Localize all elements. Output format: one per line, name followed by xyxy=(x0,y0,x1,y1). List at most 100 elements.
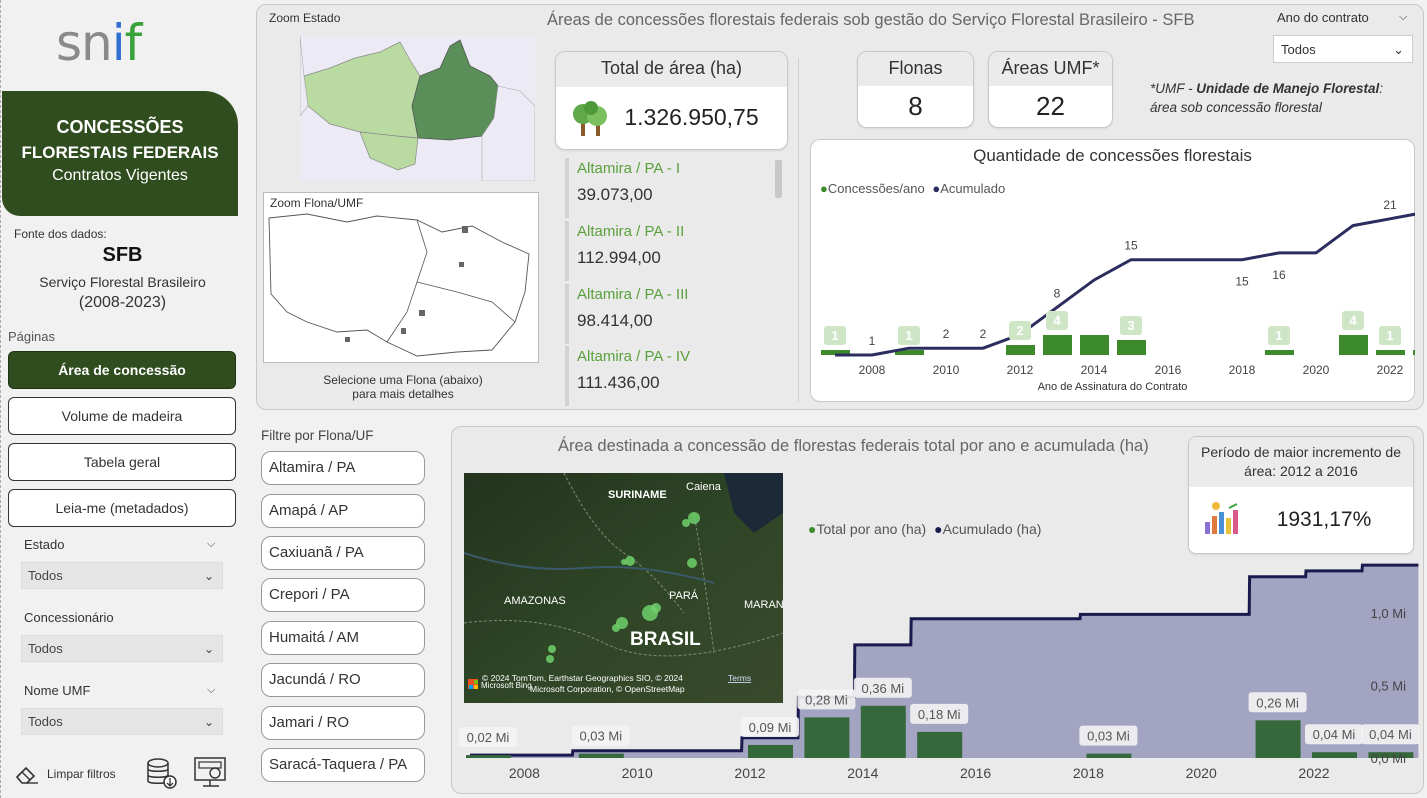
line-data-label: 1 xyxy=(869,334,876,348)
report-title-line2: FLORESTAIS FEDERAIS xyxy=(21,143,219,162)
zoom-flona-label: Zoom Flona/UMF xyxy=(270,196,364,210)
report-subtitle: Contratos Vigentes xyxy=(52,167,188,184)
x-tick-label: 2020 xyxy=(1186,765,1217,781)
line-data-label: 2 xyxy=(943,327,950,341)
growth-chart-icon xyxy=(1203,500,1241,540)
filter-umf-dropdown[interactable]: Todos ⌄ xyxy=(21,708,223,735)
bar-label-bg xyxy=(1046,311,1068,330)
clear-filters-button[interactable]: Limpar filtros xyxy=(47,767,116,781)
x-tick-label: 2018 xyxy=(1073,765,1104,781)
map-attribution-1: © 2024 TomTom, Earthstar Geographics SIO… xyxy=(482,673,683,683)
increment-label: Período de maior incremento de área: 201… xyxy=(1189,437,1413,487)
value-data-label: 0,02 Mi xyxy=(467,730,510,745)
annual-area-bar xyxy=(1312,752,1357,758)
x-tick-label: 2012 xyxy=(1007,363,1034,377)
flona-map[interactable] xyxy=(267,212,535,364)
flona-filter-saraca[interactable]: Saracá-Taquera / PA xyxy=(261,748,425,782)
concessions-bar xyxy=(1080,335,1109,355)
flonas-card: Flonas 8 xyxy=(857,51,974,128)
bar-label-bg xyxy=(898,326,920,345)
map-attribution-2: Microsoft Corporation, © OpenStreetMap xyxy=(530,684,685,694)
value-label-bg xyxy=(910,703,969,724)
concessions-legend: ●Concessões/ano ●Acumulado xyxy=(820,181,1006,196)
value-data-label: 0,04 Mi xyxy=(1369,727,1412,742)
flona-filter-crepori[interactable]: Crepori / PA xyxy=(261,578,425,612)
list-item[interactable]: Altamira / PA - IV 111.436,00 xyxy=(565,346,785,406)
chevron-down-icon[interactable]: ⌵ xyxy=(1399,10,1408,23)
list-scrollbar[interactable] xyxy=(775,160,782,198)
chevron-down-icon[interactable]: ⌵ xyxy=(207,683,216,696)
database-download-icon[interactable] xyxy=(145,756,179,794)
filter-umf-label: Nome UMF xyxy=(24,683,91,698)
flona-filter-amapa[interactable]: Amapá / AP xyxy=(261,494,425,528)
x-tick-label: 2018 xyxy=(1229,363,1256,377)
nav-area-concessao[interactable]: Área de concessão xyxy=(8,351,236,389)
value-label-bg xyxy=(1079,725,1138,746)
map-label-amazonas: AMAZONAS xyxy=(504,595,566,607)
map-label-para: PARÁ xyxy=(669,589,699,602)
map-label-suriname: SURINAME xyxy=(608,489,667,501)
x-tick-label: 2010 xyxy=(933,363,960,377)
value-data-label: 0,04 Mi xyxy=(1313,727,1356,742)
x-tick-label: 2008 xyxy=(859,363,886,377)
concessions-bar xyxy=(821,350,850,355)
map-terms-link[interactable]: Terms xyxy=(728,673,751,683)
state-map[interactable] xyxy=(299,35,536,185)
value-data-label: 0,18 Mi xyxy=(918,707,961,722)
bar-label-bg xyxy=(1268,326,1290,345)
annual-area-bar xyxy=(748,744,793,758)
annual-area-bar xyxy=(1086,753,1132,758)
total-area-card: Total de área (ha) 1.326.950,75 xyxy=(555,51,788,150)
annual-area-bar xyxy=(860,705,906,758)
concessions-bar xyxy=(1339,335,1368,355)
flona-filter-humaita[interactable]: Humaitá / AM xyxy=(261,621,425,655)
bar-data-label: 3 xyxy=(1127,318,1134,333)
x-tick-label: 2016 xyxy=(1155,363,1182,377)
filter-estado-dropdown[interactable]: Todos ⌄ xyxy=(21,562,223,589)
annual-area-bar xyxy=(804,717,850,758)
flona-filter-altamira[interactable]: Altamira / PA xyxy=(261,451,425,485)
bar-data-label: 1 xyxy=(1275,328,1282,343)
filter-estado-label: Estado xyxy=(24,537,65,552)
page-title: Áreas de concessões florestais federais … xyxy=(547,11,1195,29)
umf-card: Áreas UMF* 22 xyxy=(988,51,1113,128)
x-tick-label: 2020 xyxy=(1303,363,1330,377)
concessions-bar xyxy=(1043,335,1072,355)
list-item[interactable]: Altamira / PA - II 112.994,00 xyxy=(565,221,785,281)
chevron-down-icon: ⌄ xyxy=(203,642,214,656)
bar-data-label: 1 xyxy=(1386,328,1393,343)
eraser-icon[interactable] xyxy=(14,763,40,789)
flona-filter-caxiuana[interactable]: Caxiuanã / PA xyxy=(261,536,425,570)
nav-volume-madeira[interactable]: Volume de madeira xyxy=(8,397,236,435)
nav-tabela-geral[interactable]: Tabela geral xyxy=(8,443,236,481)
list-item[interactable]: Altamira / PA - III 98.414,00 xyxy=(565,284,785,344)
bar-label-bg xyxy=(824,326,846,345)
year-filter-dropdown[interactable]: Todos ⌄ xyxy=(1273,35,1413,63)
area-legend: ●Total por ano (ha) ●Acumulado (ha) xyxy=(808,521,1042,537)
concessions-bar xyxy=(895,350,924,355)
server-settings-icon[interactable] xyxy=(193,756,229,794)
report-title-box: CONCESSÕES FLORESTAIS FEDERAIS Contratos… xyxy=(2,91,238,216)
flona-filter-jamari[interactable]: Jamari / RO xyxy=(261,706,425,740)
flona-filter-jacunda[interactable]: Jacundá / RO xyxy=(261,663,425,697)
value-label-bg xyxy=(1248,692,1307,713)
x-tick-label: 2014 xyxy=(847,765,878,781)
filter-concessionario-dropdown[interactable]: Todos ⌄ xyxy=(21,635,223,662)
concessions-bar xyxy=(1413,350,1415,355)
map-label-caiena: Caiena xyxy=(686,481,722,493)
satellite-map[interactable]: SURINAME Caiena AMAZONAS PARÁ MARAN BRAS… xyxy=(464,473,783,703)
line-data-label: 15 xyxy=(1124,239,1138,253)
total-area-value: 1.326.950,75 xyxy=(624,104,759,130)
concessions-bar xyxy=(1265,350,1294,355)
line-data-label: 8 xyxy=(1054,286,1061,300)
year-filter-label: Ano do contrato xyxy=(1277,10,1369,25)
nav-leia-me[interactable]: Leia-me (metadados) xyxy=(8,489,236,527)
list-item[interactable]: Altamira / PA - I 39.073,00 xyxy=(565,158,785,218)
annual-area-bar xyxy=(1255,720,1301,758)
chevron-down-icon[interactable]: ⌵ xyxy=(207,537,216,550)
annual-area-bar xyxy=(466,755,511,758)
area-chart-title: Área destinada a concessão de florestas … xyxy=(558,437,1149,455)
source-label: Fonte dos dados: xyxy=(14,227,107,241)
line-data-label: 2 xyxy=(980,327,987,341)
value-data-label: 0,09 Mi xyxy=(749,720,792,735)
